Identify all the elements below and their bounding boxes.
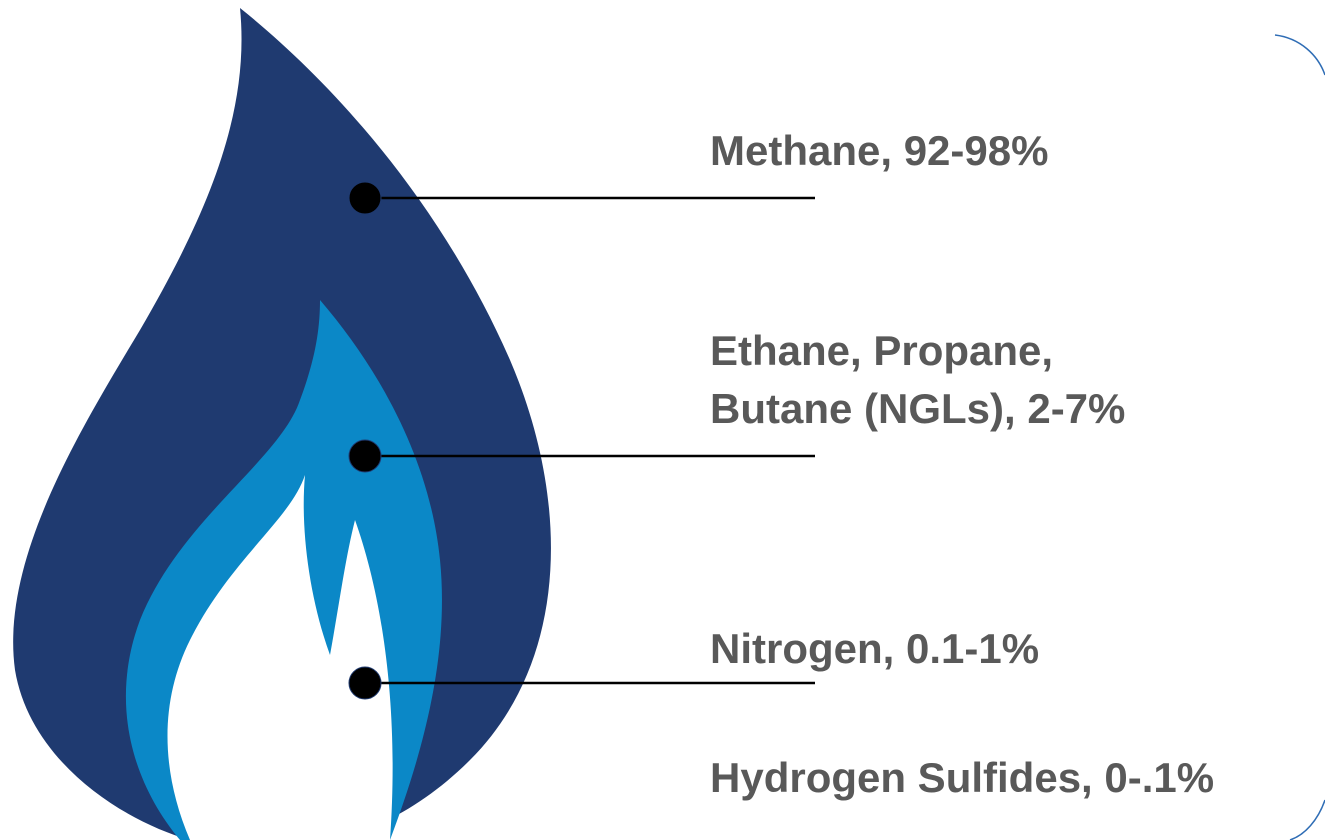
pointer-dot: [349, 667, 381, 699]
page: Methane, 92-98% Ethane, Propane, Butane (N…: [0, 0, 1325, 840]
pointer-dot: [349, 182, 381, 214]
component-label: Hydrogen Sulfides, 0-.1%: [710, 754, 1214, 801]
decor-arc: [1290, 800, 1325, 840]
component-label: Methane, 92-98%: [710, 127, 1048, 174]
component-label: Nitrogen, 0.1-1%: [710, 625, 1039, 672]
diagram: Methane, 92-98% Ethane, Propane, Butane (N…: [0, 0, 1325, 840]
component-label: Butane (NGLs), 2-7%: [710, 385, 1125, 432]
component-label: Ethane, Propane,: [710, 327, 1053, 374]
labels: Methane, 92-98% Ethane, Propane, Butane (N…: [710, 127, 1214, 801]
decor-arc: [1275, 35, 1325, 75]
pointer-dot: [349, 440, 381, 472]
